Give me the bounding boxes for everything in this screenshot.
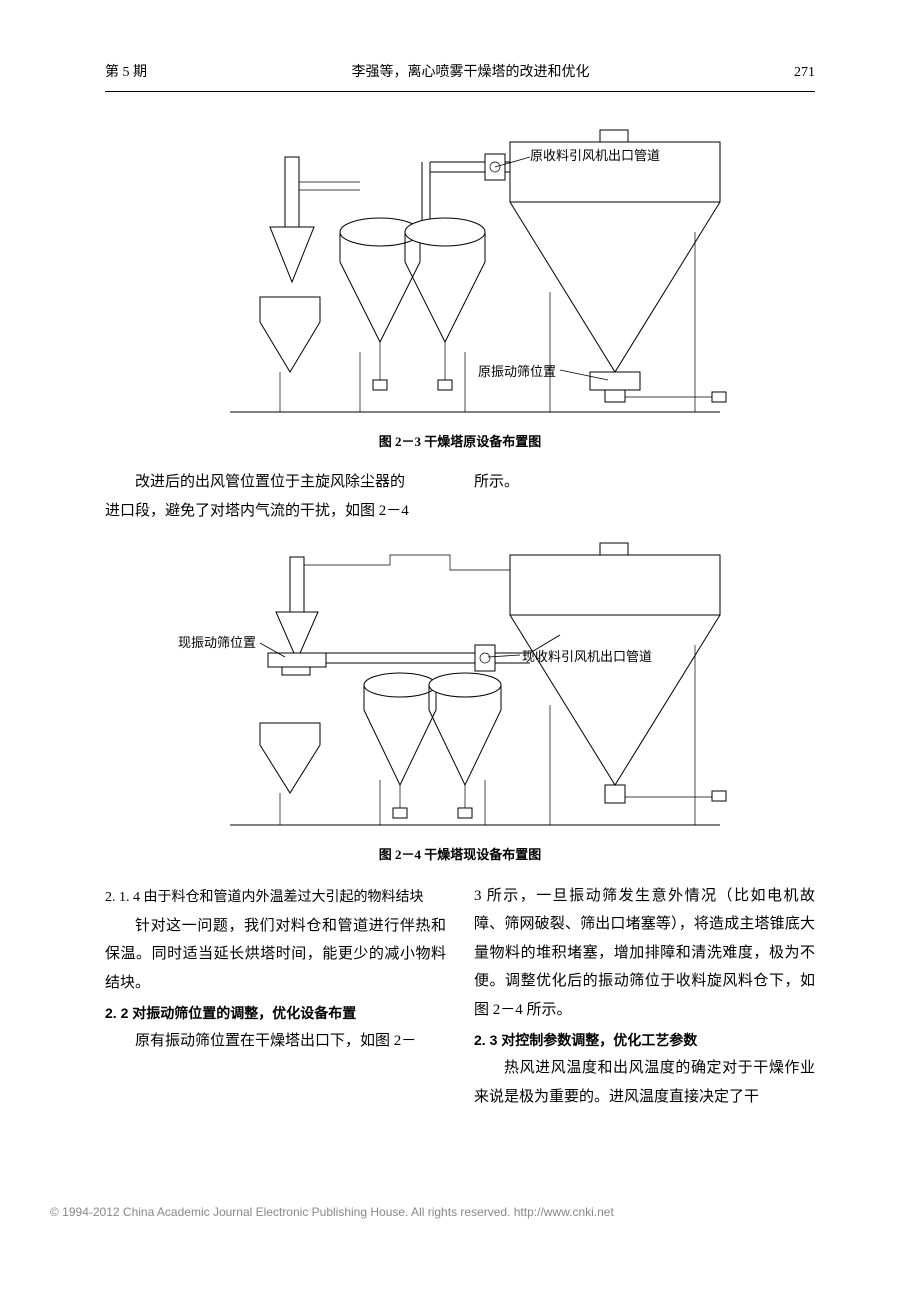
fig23-label-bottom: 原振动筛位置: [478, 360, 556, 385]
fig24-label-left: 现振动筛位置: [178, 631, 256, 656]
para-between-figures: 改进后的出风管位置位于主旋风除尘器的 进口段，避免了对塔内气流的干扰，如图 2－…: [105, 468, 815, 525]
figure-2-3-caption: 图 2－3 干燥塔原设备布置图: [105, 430, 815, 455]
section-2-1-4-title: 2. 1. 4 由于料仓和管道内外温差过大引起的物料结块: [105, 884, 446, 912]
fig23-label-top: 原收料引风机出口管道: [530, 144, 660, 169]
section-2-2-para-left: 原有振动筛位置在干燥塔出口下，如图 2－: [105, 1027, 446, 1056]
para-23c: 进口段，避免了对塔内气流的干扰，如图 2－4: [105, 497, 446, 526]
section-2-1-4-para: 针对这一问题，我们对料仓和管道进行伴热和保温。同时适当延长烘塔时间，能更少的减小…: [105, 912, 446, 998]
section-2-2-title: 2. 2 对振动筛位置的调整，优化设备布置: [105, 999, 446, 1027]
fig24-label-right: 现收料引风机出口管道: [522, 645, 652, 670]
copyright-footer: © 1994-2012 China Academic Journal Elect…: [0, 1151, 920, 1244]
running-title: 李强等，离心喷雾干燥塔的改进和优化: [352, 60, 590, 87]
section-2-2-para-right: 3 所示，一旦振动筛发生意外情况（比如电机故障、筛网破裂、筛出口堵塞等），将造成…: [474, 882, 815, 1025]
figure-2-4-caption: 图 2－4 干燥塔现设备布置图: [105, 843, 815, 868]
page-header: 第 5 期 李强等，离心喷雾干燥塔的改进和优化 271: [105, 60, 815, 92]
page-number: 271: [794, 60, 815, 87]
issue-number: 第 5 期: [105, 60, 147, 87]
section-2-3-title: 2. 3 对控制参数调整，优化工艺参数: [474, 1026, 815, 1054]
figure-2-4: 现振动筛位置 现收料引风机出口管道: [105, 535, 815, 835]
section-2-3-para: 热风进风温度和出风温度的确定对于干燥作业来说是极为重要的。进风温度直接决定了干: [474, 1054, 815, 1111]
para-23b: 所示。: [474, 468, 815, 497]
body-columns: 2. 1. 4 由于料仓和管道内外温差过大引起的物料结块 针对这一问题，我们对料…: [105, 882, 815, 1112]
figure-2-3: 原收料引风机出口管道 原振动筛位置: [105, 122, 815, 422]
para-23a: 改进后的出风管位置位于主旋风除尘器的: [105, 468, 446, 497]
